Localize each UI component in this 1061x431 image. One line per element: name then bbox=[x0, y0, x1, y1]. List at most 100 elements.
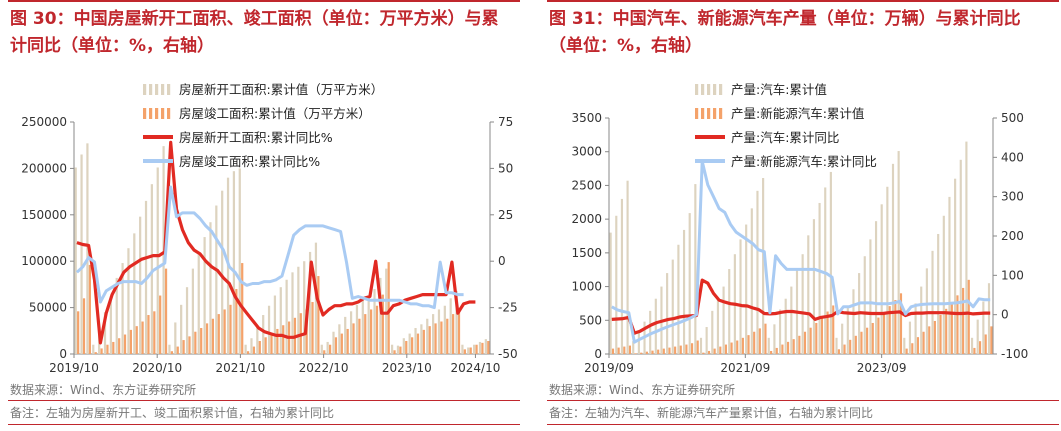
bar-0 bbox=[461, 344, 464, 354]
bar-0 bbox=[688, 213, 691, 354]
bar-1 bbox=[990, 326, 993, 354]
right-axis-tick-label: 50 bbox=[498, 161, 513, 175]
bar-1 bbox=[911, 343, 914, 354]
bar-0 bbox=[297, 266, 300, 354]
bar-1 bbox=[820, 317, 824, 354]
bar-1 bbox=[481, 342, 484, 354]
legend-label: 房屋竣工面积:累计值（万平方米） bbox=[179, 106, 371, 121]
bar-1 bbox=[88, 264, 91, 354]
data-source: 数据来源：Wind、东方证券研究所 bbox=[549, 383, 736, 397]
legend-swatch bbox=[155, 84, 159, 95]
bar-1 bbox=[311, 302, 314, 354]
bar-0 bbox=[437, 309, 441, 354]
bar-1 bbox=[815, 322, 818, 354]
right-axis-tick-label: -50 bbox=[498, 347, 518, 361]
right-axis-tick-label: -100 bbox=[1001, 347, 1028, 361]
legend-swatch bbox=[707, 108, 711, 119]
bar-0 bbox=[467, 347, 470, 354]
note-rule bbox=[8, 400, 520, 401]
bar-0 bbox=[473, 344, 476, 354]
bar-0 bbox=[982, 301, 985, 354]
bar-0 bbox=[841, 323, 844, 354]
bar-0 bbox=[478, 341, 482, 354]
bar-0 bbox=[745, 224, 748, 354]
bar-0 bbox=[790, 286, 793, 354]
bar-0 bbox=[739, 239, 742, 354]
bar-0 bbox=[344, 316, 347, 354]
left-chart-panel: 图 30：中国房屋新开工面积、竣工面积（单位：万平方米）与累计同比（单位：%，右… bbox=[8, 0, 520, 431]
bar-0 bbox=[637, 332, 640, 354]
title-top-rule bbox=[547, 0, 1059, 2]
legend-swatch bbox=[701, 84, 705, 95]
bar-1 bbox=[428, 326, 431, 354]
right-axis-tick-label: 500 bbox=[1001, 111, 1024, 125]
bar-1 bbox=[223, 309, 226, 354]
bar-1 bbox=[634, 353, 637, 354]
bar-1 bbox=[730, 342, 733, 354]
bar-0 bbox=[863, 256, 866, 354]
bar-0 bbox=[677, 244, 680, 354]
bar-1 bbox=[826, 311, 829, 354]
bar-1 bbox=[973, 347, 976, 354]
bar-0 bbox=[920, 286, 923, 354]
bar-1 bbox=[487, 341, 490, 354]
bar-1 bbox=[393, 350, 396, 354]
bar-1 bbox=[375, 305, 379, 354]
bar-0 bbox=[338, 324, 341, 354]
bar-0 bbox=[455, 290, 458, 354]
bar-0 bbox=[484, 339, 487, 354]
right-axis-tick-label: 25 bbox=[498, 208, 513, 222]
series-line-3 bbox=[611, 159, 991, 344]
bar-1 bbox=[764, 323, 767, 354]
bar-1 bbox=[94, 352, 97, 354]
bar-1 bbox=[679, 345, 682, 354]
legend-label: 房屋新开工面积:累计同比% bbox=[179, 130, 333, 145]
legend-swatch bbox=[707, 84, 711, 95]
bar-1 bbox=[724, 344, 728, 354]
bar-1 bbox=[837, 349, 840, 354]
bar-0 bbox=[396, 345, 400, 354]
bar-1 bbox=[798, 335, 801, 354]
bar-1 bbox=[753, 331, 756, 354]
x-axis-tick-label: 2022/10 bbox=[299, 361, 349, 375]
bar-0 bbox=[987, 283, 991, 354]
bar-0 bbox=[773, 324, 776, 354]
bar-1 bbox=[866, 327, 869, 354]
bar-1 bbox=[258, 341, 261, 354]
bar-1 bbox=[719, 346, 722, 354]
bar-1 bbox=[141, 321, 144, 354]
bar-0 bbox=[203, 237, 206, 354]
bar-1 bbox=[922, 331, 925, 354]
bar-1 bbox=[112, 341, 115, 354]
bar-1 bbox=[888, 306, 891, 354]
bar-1 bbox=[933, 320, 936, 354]
bar-1 bbox=[786, 341, 790, 354]
bar-0 bbox=[426, 318, 429, 354]
legend-swatch bbox=[719, 108, 723, 119]
bar-1 bbox=[758, 328, 761, 354]
left-axis-tick-label: 1000 bbox=[571, 280, 602, 294]
bar-1 bbox=[843, 344, 846, 354]
bottom-rule bbox=[8, 424, 520, 425]
bar-0 bbox=[103, 312, 107, 354]
series-line-2 bbox=[76, 140, 476, 345]
bar-1 bbox=[164, 268, 168, 354]
bar-1 bbox=[713, 348, 716, 354]
bar-1 bbox=[894, 300, 897, 354]
bar-0 bbox=[818, 202, 821, 354]
series-line-2 bbox=[611, 278, 991, 335]
bar-1 bbox=[475, 344, 478, 354]
bar-1 bbox=[882, 312, 886, 354]
chart-note: 备注：左轴为房屋新开工、竣工面积累计值，右轴为累计同比 bbox=[10, 406, 335, 420]
bottom-rule bbox=[547, 424, 1059, 425]
bar-0 bbox=[914, 303, 917, 354]
bar-0 bbox=[256, 326, 259, 354]
bar-0 bbox=[632, 341, 635, 354]
bar-0 bbox=[728, 269, 731, 354]
bar-1 bbox=[276, 328, 279, 354]
legend-swatch bbox=[149, 108, 153, 119]
legend-label: 房屋新开工面积:累计值（万平方米） bbox=[179, 82, 383, 97]
bar-1 bbox=[399, 346, 402, 354]
legend-label: 产量:汽车:累计同比 bbox=[731, 130, 839, 145]
bar-1 bbox=[741, 337, 744, 354]
